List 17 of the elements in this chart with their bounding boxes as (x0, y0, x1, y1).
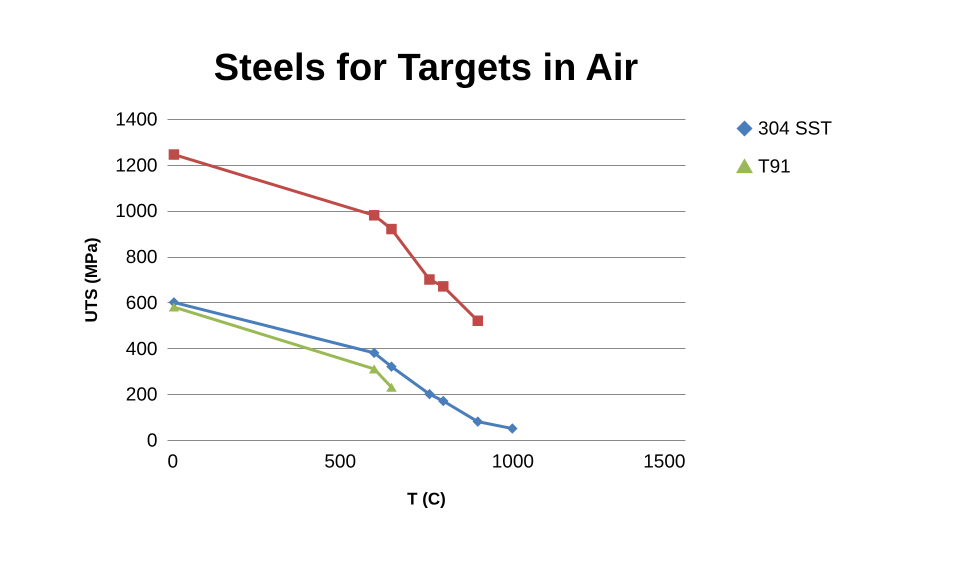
y-tick-label: 600 (126, 292, 158, 314)
x-tick-label: 500 (324, 452, 356, 472)
y-tick-label: 200 (126, 384, 158, 406)
legend-label: T91 (758, 156, 791, 178)
x-tick-label: 1500 (643, 452, 686, 472)
x-tick-label: 1000 (492, 452, 534, 472)
y-axis-title: UTS (MPa) (82, 238, 102, 322)
x-tick-label: 0 (168, 452, 178, 472)
y-tick-label: 1200 (115, 155, 158, 176)
y-tick-label: 800 (126, 247, 158, 268)
y-tick-label: 0 (146, 430, 158, 452)
x-axis-title: T (C) (407, 490, 446, 508)
legend-label: 304 SST (758, 118, 832, 140)
y-tick-label: 1400 (115, 110, 158, 130)
y-tick-label: 1000 (115, 201, 158, 222)
chart-title: Steels for Targets in Air (214, 47, 638, 89)
y-tick-label: 400 (126, 338, 158, 360)
